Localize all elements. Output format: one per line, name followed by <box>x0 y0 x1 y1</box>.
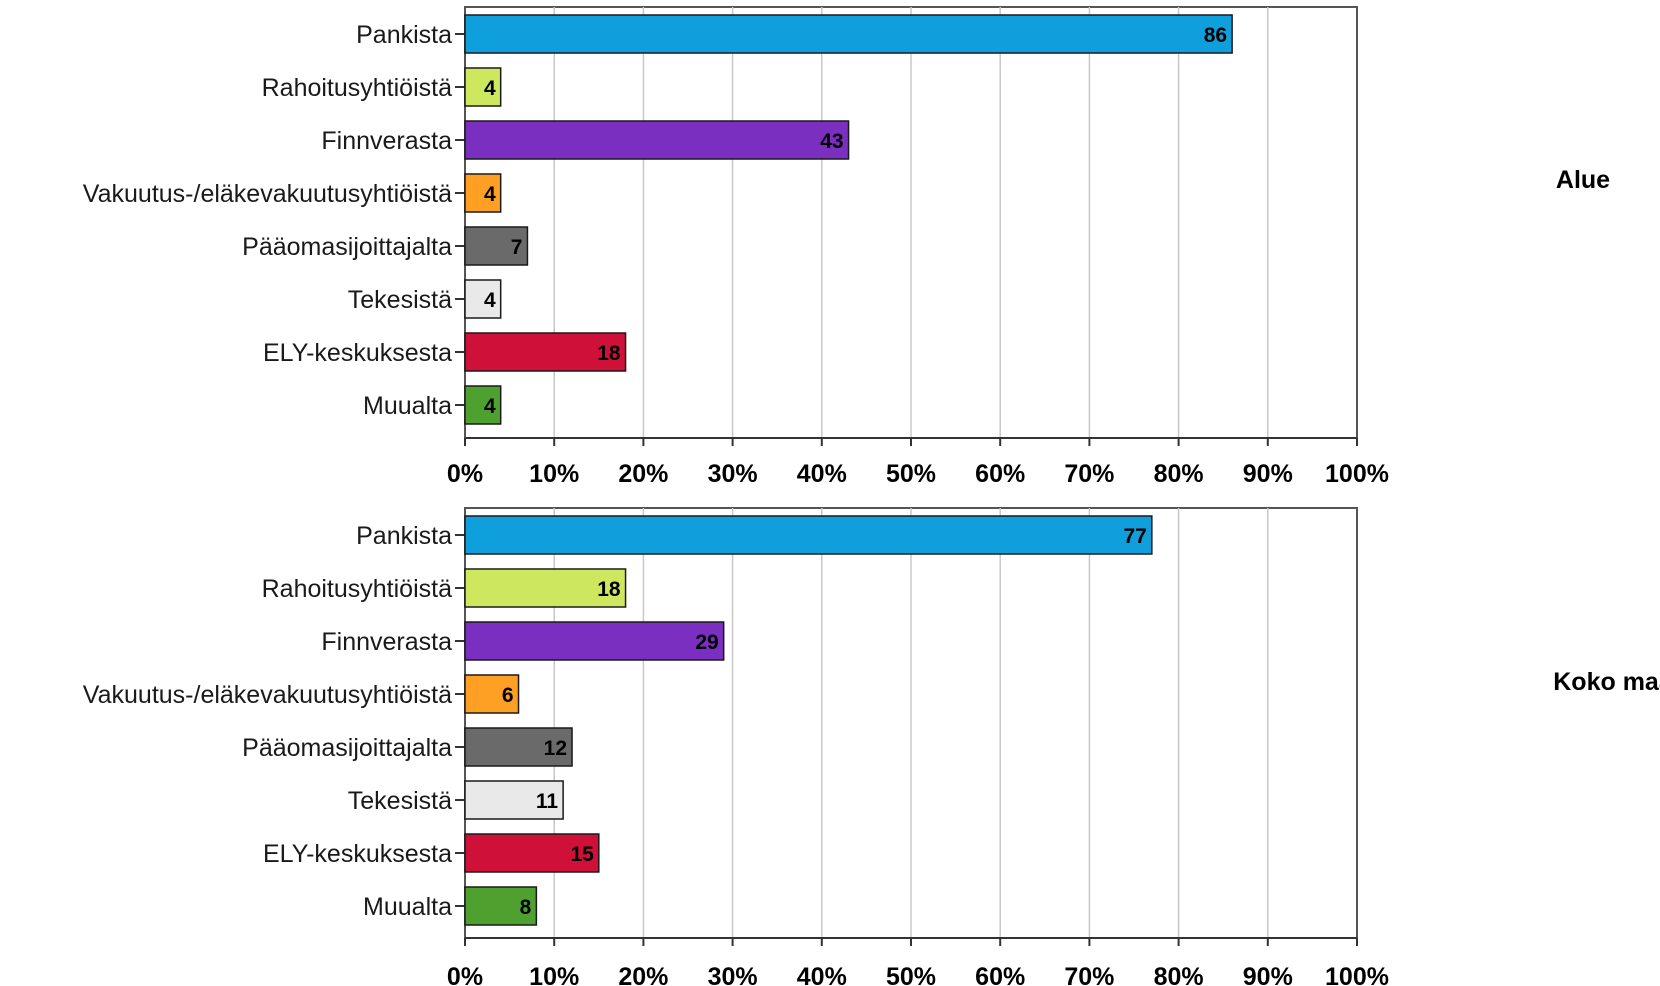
data-label: 15 <box>570 843 594 866</box>
category-label: Pankista <box>356 21 452 49</box>
bar <box>464 332 627 372</box>
panel-label: Alue <box>1556 166 1610 194</box>
x-tick-label: 80% <box>1154 460 1204 488</box>
x-tick-label: 40% <box>797 460 847 488</box>
category-label: ELY-keskuksesta <box>263 339 452 367</box>
data-label: 8 <box>520 896 532 919</box>
data-label: 4 <box>484 77 496 100</box>
bar <box>464 568 627 608</box>
data-label: 43 <box>820 130 843 153</box>
x-tick-label: 90% <box>1243 460 1293 488</box>
x-tick-label: 0% <box>447 460 483 488</box>
x-tick-label: 90% <box>1243 963 1293 986</box>
x-tick-label: 100% <box>1325 460 1389 488</box>
bar <box>464 727 573 767</box>
data-label: 4 <box>484 183 496 206</box>
x-tick-label: 80% <box>1154 963 1204 986</box>
data-label: 12 <box>544 737 567 760</box>
category-label: Vakuutus-/eläkevakuutusyhtiöistä <box>83 180 452 208</box>
data-label: 18 <box>597 578 621 601</box>
category-label: Pääomasijoittajalta <box>242 734 452 762</box>
category-label: Tekesistä <box>348 787 452 815</box>
bar <box>464 385 502 425</box>
x-tick-label: 50% <box>886 460 936 488</box>
data-label: 4 <box>484 395 496 418</box>
bar <box>464 621 725 661</box>
bar <box>464 226 529 266</box>
x-tick-label: 20% <box>618 460 668 488</box>
category-label: Rahoitusyhtiöistä <box>262 575 452 603</box>
data-label: 86 <box>1204 24 1227 47</box>
bar <box>464 674 520 714</box>
panel-koko-maa: 0% 10% 20% 30% 40% 50% 60% 70% 80% 90% 100% Pankist… <box>83 507 1660 986</box>
bar <box>464 780 564 820</box>
category-label: Finnverasta <box>321 628 452 656</box>
x-tick-label: 50% <box>886 963 936 986</box>
x-tick-label: 60% <box>975 460 1025 488</box>
category-label: Tekesistä <box>348 286 452 314</box>
x-tick-label: 0% <box>447 963 483 986</box>
bar <box>464 886 538 926</box>
category-label: Finnverasta <box>321 127 452 155</box>
bar <box>464 279 502 319</box>
x-tick-label: 10% <box>529 963 579 986</box>
x-tick-label: 40% <box>797 963 847 986</box>
category-label: Muualta <box>363 893 452 921</box>
data-label: 77 <box>1123 525 1146 548</box>
category-label: Rahoitusyhtiöistä <box>262 74 452 102</box>
category-label: Pääomasijoittajalta <box>242 233 452 261</box>
category-label: Muualta <box>363 392 452 420</box>
bar <box>464 833 600 873</box>
category-label: ELY-keskuksesta <box>263 840 452 868</box>
x-tick-label: 30% <box>708 460 758 488</box>
bar <box>464 14 1233 54</box>
x-tick-label: 10% <box>529 460 579 488</box>
bar <box>464 120 850 160</box>
data-label: 6 <box>502 684 514 707</box>
panel-alue: 0% 10% 20% 30% 40% 50% 60% 70% 80% 90% 100% Pankist… <box>83 6 1610 488</box>
data-label: 7 <box>511 236 523 259</box>
panel-label: Koko maa <box>1553 668 1660 696</box>
data-label: 29 <box>695 631 718 654</box>
data-label: 4 <box>484 289 496 312</box>
data-label: 11 <box>536 790 559 813</box>
bar <box>464 515 1153 555</box>
category-label: Vakuutus-/eläkevakuutusyhtiöistä <box>83 681 452 709</box>
x-tick-label: 20% <box>618 963 668 986</box>
bar <box>464 67 502 107</box>
x-tick-label: 100% <box>1325 963 1389 986</box>
bar <box>464 173 502 213</box>
category-label: Pankista <box>356 522 452 550</box>
x-tick-label: 70% <box>1064 963 1114 986</box>
x-tick-label: 60% <box>975 963 1025 986</box>
x-tick-label: 70% <box>1064 460 1114 488</box>
x-tick-label: 30% <box>708 963 758 986</box>
data-label: 18 <box>597 342 621 365</box>
